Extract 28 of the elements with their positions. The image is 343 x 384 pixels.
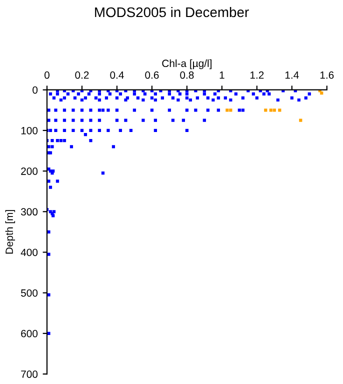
point (229, 108, 232, 112)
chart-title: MODS2005 in December (95, 6, 249, 18)
x-tick-label: 0.4 (110, 71, 124, 79)
x-axis-title: Chl-a [µg/l] (162, 59, 212, 70)
y-axis-title: Depth [m] (5, 210, 16, 254)
x-tick-label: 1.2 (250, 71, 264, 79)
point (299, 118, 302, 122)
x-tick-label: 0 (44, 71, 50, 79)
point (320, 92, 324, 95)
point (264, 108, 268, 112)
x-tick-label: 0.6 (145, 71, 159, 79)
point (272, 108, 276, 112)
x-tick-label: 1.6 (320, 71, 334, 79)
y-tick-label: 700 (21, 370, 38, 378)
y-tick-label: 0 (32, 86, 38, 94)
y-tick-label: 400 (20, 248, 38, 256)
x-tick-label: 0.8 (180, 71, 194, 79)
x-tick-label: 0.2 (75, 71, 89, 79)
x-tick-label: 1.4 (285, 72, 299, 79)
x-tick-label: 1 (220, 72, 224, 79)
y-tick-label: 500 (21, 289, 38, 297)
y-tick-label: 300 (20, 208, 38, 216)
y-tick-label: 600 (21, 330, 38, 338)
point (278, 108, 282, 112)
y-tick-label: 100 (21, 126, 38, 134)
point (226, 108, 229, 112)
point (269, 108, 272, 112)
y-tick-label: 200 (21, 168, 38, 175)
